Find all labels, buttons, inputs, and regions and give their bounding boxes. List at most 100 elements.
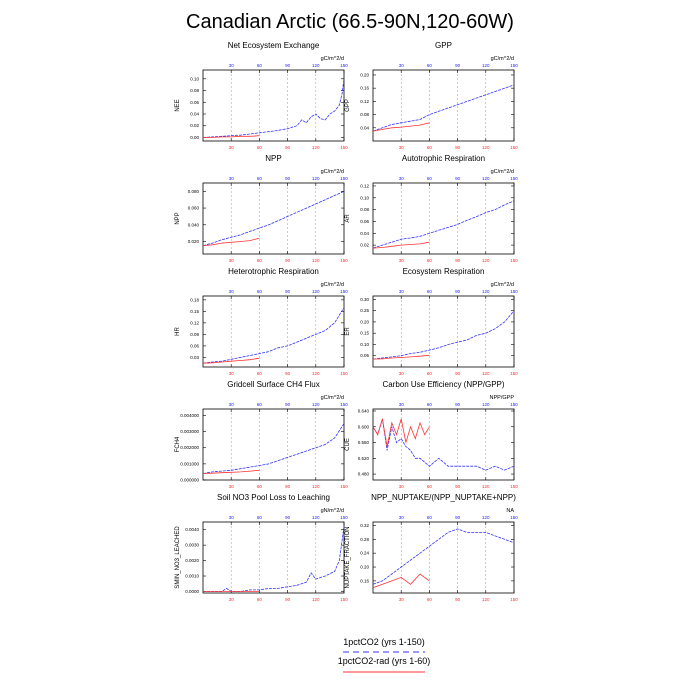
x-tick-label-bottom: 150 bbox=[340, 371, 348, 376]
x-tick-label-top: 120 bbox=[482, 402, 490, 407]
x-tick-label-bottom: 120 bbox=[482, 484, 490, 489]
x-tick-label-top: 150 bbox=[510, 63, 518, 68]
x-tick-label-bottom: 120 bbox=[482, 597, 490, 602]
x-tick-label-top: 60 bbox=[257, 176, 263, 181]
series-line-1pctco2-yrs-1-150 bbox=[202, 423, 345, 474]
series-line-1pctco2-yrs-1-150 bbox=[372, 200, 515, 249]
y-tick-label: 0.08 bbox=[190, 88, 199, 93]
y-tick-label: 0.12 bbox=[360, 99, 369, 104]
figure-title: Canadian Arctic (66.5-90N,120-60W) bbox=[186, 11, 514, 33]
y-tick-label: 0.600 bbox=[358, 424, 370, 429]
legend-label-1pctco2-rad: 1pctCO2-rad (yrs 1-60) bbox=[338, 656, 431, 666]
x-tick-label-bottom: 60 bbox=[427, 371, 433, 376]
panel-ylabel: HR bbox=[175, 327, 181, 336]
series-line-1pctco2-yrs-1-150 bbox=[202, 78, 345, 138]
y-tick-label: 0.06 bbox=[190, 343, 199, 348]
y-tick-label: 0.0020 bbox=[185, 558, 199, 563]
x-tick-label-top: 120 bbox=[312, 515, 320, 520]
x-tick-label-bottom: 60 bbox=[427, 145, 433, 150]
x-tick-label-top: 60 bbox=[427, 515, 433, 520]
x-tick-label-top: 150 bbox=[510, 176, 518, 181]
panel-title: Carbon Use Efficiency (NPP/GPP) bbox=[382, 380, 504, 389]
x-tick-label-top: 30 bbox=[229, 176, 235, 181]
x-tick-label-bottom: 120 bbox=[312, 484, 320, 489]
panel-npp: NPP gC/m^2/d NPP 0.020 0.040 0.060 0.080 30 60 90… bbox=[175, 154, 348, 263]
series-line-1pctco2-rad-yrs-1-60 bbox=[372, 573, 430, 589]
x-tick-label-top: 120 bbox=[482, 176, 490, 181]
series-line-1pctco2-rad-yrs-1-60 bbox=[202, 469, 260, 474]
x-tick-label-top: 30 bbox=[229, 289, 235, 294]
panel-autotrophic-respiration: Autotrophic Respiration gC/m^2/d AR 0.02 0.0… bbox=[345, 154, 518, 263]
x-tick-label-top: 30 bbox=[399, 289, 405, 294]
panel-ylabel: ER bbox=[345, 327, 351, 336]
series-line-1pctco2-rad-yrs-1-60 bbox=[372, 354, 430, 360]
x-tick-label-bottom: 30 bbox=[229, 597, 235, 602]
x-tick-label-top: 90 bbox=[455, 515, 461, 520]
panel-ylabel: AR bbox=[345, 214, 351, 223]
x-tick-label-bottom: 150 bbox=[340, 597, 348, 602]
x-tick-label-top: 90 bbox=[285, 176, 291, 181]
x-tick-label-top: 150 bbox=[340, 176, 348, 181]
y-tick-label: 0.02 bbox=[190, 123, 199, 128]
panel-title: NPP_NUPTAKE/(NPP_NUPTAKE+NPP) bbox=[371, 493, 516, 502]
x-tick-label-bottom: 90 bbox=[285, 597, 291, 602]
plot-frame bbox=[202, 182, 345, 255]
series-line-1pctco2-yrs-1-150 bbox=[202, 307, 345, 364]
x-tick-label-bottom: 60 bbox=[257, 484, 263, 489]
y-tick-label: 0.04 bbox=[190, 112, 199, 117]
panel-units: gC/m^2/d bbox=[321, 395, 344, 401]
x-tick-label-bottom: 90 bbox=[455, 258, 461, 263]
y-tick-label: 0.20 bbox=[360, 319, 369, 324]
panels: Net Ecosystem ExchangegC/m^2/dNEE0.000.0… bbox=[175, 41, 518, 602]
panel-units: gN/m^2/d bbox=[321, 508, 344, 514]
y-tick-label: 0.18 bbox=[190, 297, 199, 302]
panel-units: gC/m^2/d bbox=[321, 56, 344, 62]
x-tick-label-bottom: 30 bbox=[399, 371, 405, 376]
y-tick-label: 0.10 bbox=[360, 342, 369, 347]
x-tick-label-bottom: 120 bbox=[312, 145, 320, 150]
x-tick-label-bottom: 90 bbox=[455, 597, 461, 602]
series-line-1pctco2-yrs-1-150 bbox=[202, 191, 345, 246]
series-line-1pctco2-yrs-1-150 bbox=[372, 528, 515, 585]
panel-gpp: GPP gC/m^2/d GPP 0.04 0.08 0.12 0.16 0.20 30 60 90… bbox=[345, 41, 518, 150]
panel-ylabel: CUE bbox=[345, 438, 351, 451]
x-tick-label-top: 120 bbox=[482, 289, 490, 294]
series-line-1pctco2-yrs-1-150 bbox=[203, 526, 345, 592]
x-tick-label-bottom: 30 bbox=[229, 484, 235, 489]
x-tick-label-top: 30 bbox=[399, 176, 405, 181]
x-tick-label-top: 90 bbox=[455, 63, 461, 68]
x-tick-label-bottom: 90 bbox=[455, 145, 461, 150]
series-line-1pctco2-yrs-1-150 bbox=[372, 418, 515, 471]
panel-title: Gridcell Surface CH4 Flux bbox=[227, 380, 319, 389]
plot-frame bbox=[372, 182, 515, 255]
panel-units: gC/m^2/d bbox=[321, 169, 344, 175]
y-tick-label: 0.004000 bbox=[180, 413, 199, 418]
x-tick-label-bottom: 150 bbox=[510, 597, 518, 602]
panel-soil-no3-pool-loss-to-leaching: Soil NO3 Pool Loss to Leaching gN/m^2/d SM… bbox=[175, 493, 348, 602]
panel-title: Ecosystem Respiration bbox=[403, 267, 485, 276]
panel-carbon-use-efficiency-npp-gpp: Carbon Use Efficiency (NPP/GPP) NPP/GPP CU… bbox=[345, 380, 518, 489]
plot-frame bbox=[202, 521, 345, 594]
y-tick-label: 0.12 bbox=[190, 320, 199, 325]
legend: 1pctCO2 (yrs 1-150) 1pctCO2-rad (yrs 1-6… bbox=[338, 637, 431, 673]
y-tick-label: 0.20 bbox=[360, 565, 369, 570]
panel-units: gC/m^2/d bbox=[491, 169, 514, 175]
y-tick-label: 0.002000 bbox=[180, 445, 199, 450]
panel-gridcell-surface-ch4-flux: Gridcell Surface CH4 FluxgC/m^2/dFCH40.0… bbox=[175, 380, 348, 489]
x-tick-label-bottom: 30 bbox=[399, 258, 405, 263]
x-tick-label-top: 60 bbox=[257, 402, 263, 407]
y-tick-label: 0.30 bbox=[360, 297, 369, 302]
y-tick-label: 0.0000 bbox=[185, 589, 199, 594]
y-tick-label: 0.15 bbox=[190, 309, 199, 314]
plot-frame bbox=[372, 408, 515, 481]
legend-label-1pctco2: 1pctCO2 (yrs 1-150) bbox=[343, 637, 425, 647]
x-tick-label-top: 90 bbox=[285, 63, 291, 68]
x-tick-label-top: 90 bbox=[455, 289, 461, 294]
x-tick-label-bottom: 150 bbox=[510, 484, 518, 489]
y-tick-label: 0.04 bbox=[360, 125, 369, 130]
y-tick-label: 0.32 bbox=[360, 523, 369, 528]
y-tick-label: 0.001000 bbox=[180, 461, 199, 466]
panel-units: NPP/GPP bbox=[490, 395, 515, 401]
panel-units: gC/m^2/d bbox=[491, 282, 514, 288]
y-tick-label: 0.0010 bbox=[185, 574, 199, 579]
